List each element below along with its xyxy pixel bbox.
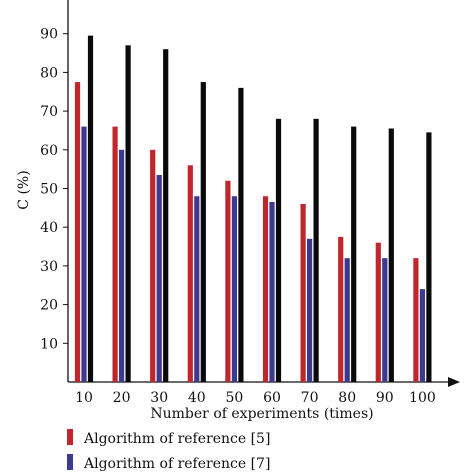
x-tick-label: 50 (225, 390, 243, 406)
bar-2-20 (119, 149, 125, 382)
bar-2-80 (344, 258, 350, 382)
legend-label-2: Algorithm of reference [7] (83, 456, 270, 472)
bar-1-80 (338, 236, 344, 383)
bar-3-100 (426, 132, 432, 382)
x-tick-label: 80 (338, 390, 356, 406)
bar-1-30 (150, 149, 156, 382)
bar-3-10 (87, 35, 94, 382)
bar-1-20 (112, 126, 118, 382)
bar-1-100 (413, 258, 419, 382)
bar-1-70 (300, 203, 306, 382)
bar-2-10 (81, 126, 87, 382)
y-tick-label: 30 (40, 259, 58, 275)
bar-2-40 (194, 196, 200, 382)
y-tick-label: 100 (31, 0, 58, 4)
bar-1-60 (262, 196, 269, 382)
bar-2-30 (156, 174, 162, 382)
bar-1-40 (187, 165, 193, 382)
y-tick-label: 90 (40, 27, 58, 43)
plot-area: 10 20 30 40 50 60 70 80 90 100 10 20 30 40 50 60 70 80 90 1… (31, 0, 460, 406)
y-tick-label: 70 (40, 104, 58, 120)
bar-2-90 (382, 258, 388, 382)
x-axis-title: Number of experiments (times) (150, 406, 373, 422)
bar-3-70 (313, 118, 319, 382)
bar-2-70 (307, 238, 313, 382)
bar-3-60 (275, 118, 282, 382)
legend-label-1: Algorithm of reference [5] (83, 431, 270, 447)
bar-1-10 (74, 82, 81, 382)
x-tick-label: 30 (150, 390, 168, 406)
y-tick-label: 80 (40, 65, 58, 81)
bar-2-50 (231, 196, 237, 382)
y-tick-label: 20 (40, 298, 58, 314)
bar-2-60 (269, 202, 275, 382)
x-tick-label: 40 (188, 390, 206, 406)
bar-2-100 (419, 289, 425, 382)
x-tick-label: 100 (409, 390, 436, 406)
x-tick-label: 20 (113, 390, 131, 406)
y-axis-title: C (%) (16, 170, 32, 209)
legend-swatch-1 (67, 429, 73, 445)
bar-1-50 (225, 180, 231, 382)
y-tick-label: 50 (40, 182, 58, 198)
y-tick-label: 10 (40, 336, 58, 352)
y-tick-label: 60 (40, 143, 58, 159)
bar-3-30 (163, 49, 169, 383)
y-tick-label: 40 (40, 220, 58, 236)
legend: Algorithm of reference [5] Algorithm of r… (67, 429, 270, 472)
bar-3-80 (351, 126, 357, 382)
legend-swatch-2 (67, 454, 73, 470)
bar-3-40 (200, 82, 206, 382)
x-axis-arrow (448, 377, 460, 387)
bar-3-50 (238, 87, 244, 382)
bar-3-20 (125, 45, 131, 383)
bar-3-90 (388, 128, 394, 382)
x-tick-label: 60 (263, 390, 281, 406)
x-tick-label: 70 (301, 390, 319, 406)
bar-1-90 (375, 242, 381, 382)
x-tick-label: 90 (376, 390, 394, 406)
x-tick-label: 10 (75, 390, 93, 406)
